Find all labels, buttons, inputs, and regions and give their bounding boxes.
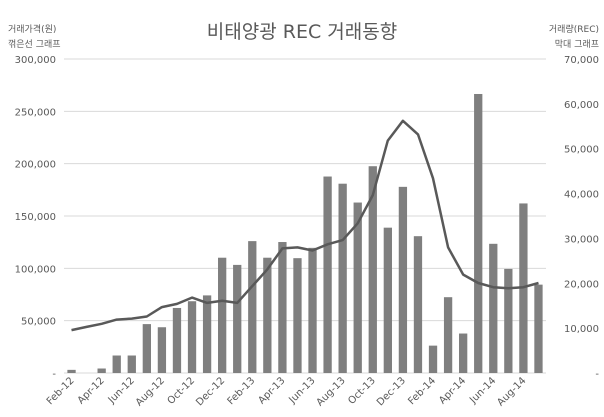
right-axis-ticks: - 10,000 20,000 30,000 40,000 50,000 60,000 70,… xyxy=(564,55,599,380)
x-axis-ticks: Feb-12 Apr-12 Jun-12Aug-12Oct-12Dec-12Feb-… xyxy=(45,375,529,408)
x-tick-label: Aug-12 xyxy=(134,375,167,408)
volume-bar xyxy=(293,258,302,373)
x-tick-label: Aug-13 xyxy=(315,375,348,408)
volume-bar xyxy=(534,284,543,373)
right-tick-label: 60,000 xyxy=(564,100,599,111)
volume-bar xyxy=(443,297,453,373)
volume-bar xyxy=(157,327,167,373)
x-tick-label: Apr-13 xyxy=(256,375,287,406)
x-tick-label: Feb-12 xyxy=(45,375,77,407)
x-tick-label: Dec-13 xyxy=(375,375,408,408)
right-axis-label-line2: 막대 그래프 xyxy=(555,39,599,50)
left-tick-label: 150,000 xyxy=(15,212,56,223)
x-tick-label: Aug-14 xyxy=(495,375,528,408)
left-tick-label: 250,000 xyxy=(15,107,56,118)
left-tick-label: 200,000 xyxy=(15,160,56,171)
right-tick-label: 70,000 xyxy=(564,55,599,66)
x-tick-label: Apr-12 xyxy=(76,375,107,406)
volume-bar xyxy=(474,93,483,373)
gridlines xyxy=(64,58,546,374)
left-tick-label: 50,000 xyxy=(21,317,56,328)
x-tick-label: Oct-13 xyxy=(346,375,378,407)
volume-bar xyxy=(218,257,227,373)
x-tick-label: Feb-14 xyxy=(406,375,438,407)
volume-bar xyxy=(398,186,408,373)
x-tick-label: Dec-12 xyxy=(194,375,227,408)
volume-bar xyxy=(459,333,468,373)
volume-bar xyxy=(172,307,182,373)
right-tick-label: 40,000 xyxy=(564,190,599,201)
x-tick-label: Oct-12 xyxy=(166,375,198,407)
right-tick-label: 10,000 xyxy=(564,324,599,335)
volume-bar xyxy=(489,243,498,373)
volume-bar xyxy=(97,368,106,373)
volume-bar xyxy=(308,247,317,373)
volume-bar xyxy=(428,345,438,373)
left-axis-label-line1: 거래가격(원) xyxy=(8,23,56,35)
x-tick-label: Jun-14 xyxy=(467,375,498,406)
chart-title: 비태양광 REC 거래동향 xyxy=(207,21,397,43)
volume-bar xyxy=(202,295,212,373)
volume-bar xyxy=(353,202,362,373)
volume-bar xyxy=(142,324,151,373)
right-tick-label: 50,000 xyxy=(564,145,599,156)
volume-bar xyxy=(187,301,197,373)
left-tick-label: - xyxy=(52,369,56,380)
x-tick-label: Jun-12 xyxy=(106,375,137,406)
price-line-path xyxy=(71,119,539,332)
right-tick-label: 20,000 xyxy=(564,279,599,290)
left-axis-label-line2: 꺾은선 그래프 xyxy=(8,38,61,50)
volume-bar xyxy=(263,257,272,373)
right-axis-label-line1: 거래량(REC) xyxy=(549,23,599,35)
volume-bar xyxy=(278,242,287,373)
volume-bar xyxy=(383,227,392,373)
x-tick-label: Feb-13 xyxy=(226,375,258,407)
volume-bar xyxy=(248,241,257,373)
volume-bar xyxy=(127,355,136,373)
volume-bar xyxy=(323,176,332,373)
volume-bar xyxy=(338,183,347,373)
volume-bar xyxy=(504,268,513,373)
left-tick-label: 100,000 xyxy=(15,264,56,275)
volume-bar xyxy=(233,264,242,373)
right-tick-label: - xyxy=(595,369,599,380)
volume-bar xyxy=(368,166,377,373)
right-tick-label: 30,000 xyxy=(564,234,599,245)
left-axis-ticks: - 50,000 100,000 150,000 200,000 250,000 300,0… xyxy=(15,55,57,380)
left-tick-label: 300,000 xyxy=(15,55,56,66)
volume-bars xyxy=(67,93,543,373)
x-tick-label: Apr-14 xyxy=(437,375,468,406)
volume-bar xyxy=(112,355,121,373)
volume-bar xyxy=(67,369,76,373)
volume-bar xyxy=(413,236,423,373)
price-line xyxy=(71,119,539,332)
x-tick-label: Jun-13 xyxy=(287,375,318,406)
